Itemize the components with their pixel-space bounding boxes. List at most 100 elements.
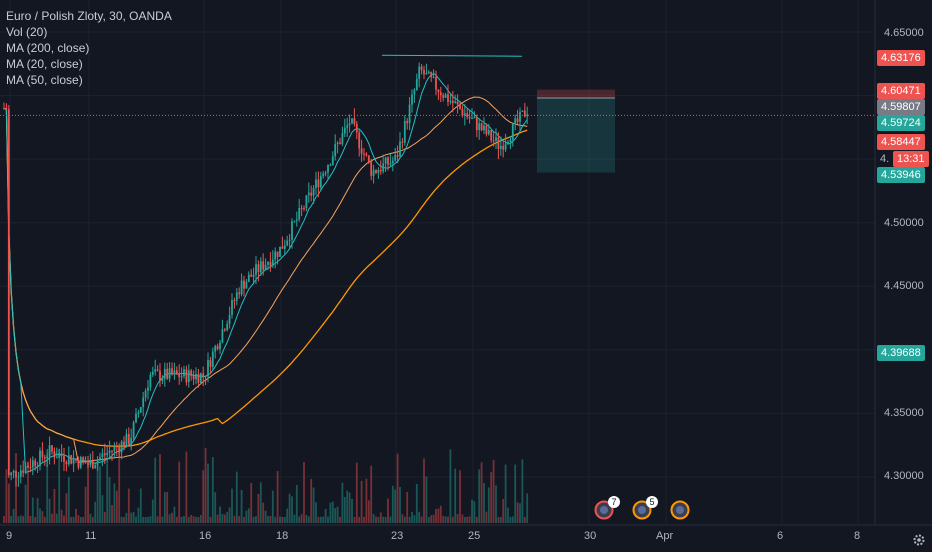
candle-body bbox=[235, 292, 238, 301]
volume-bar bbox=[317, 516, 320, 523]
candle-body bbox=[63, 456, 65, 462]
indicator-vol[interactable]: Vol (20) bbox=[6, 25, 48, 39]
volume-bar bbox=[84, 486, 87, 523]
volume-bar bbox=[519, 503, 521, 523]
ma20-line[interactable] bbox=[3, 73, 528, 474]
time-label: Apr bbox=[656, 530, 674, 542]
volume-bar bbox=[113, 483, 116, 523]
candle-body bbox=[183, 369, 185, 377]
volume-bar bbox=[454, 468, 457, 523]
volume-bar bbox=[175, 516, 178, 523]
indicator-ma20[interactable]: MA (20, close) bbox=[6, 57, 83, 71]
indicator-ma200[interactable]: MA (200, close) bbox=[6, 41, 90, 55]
ma200-line[interactable] bbox=[3, 107, 528, 447]
candle-body bbox=[324, 172, 327, 174]
volume-bar bbox=[27, 461, 29, 523]
volume-bar bbox=[63, 515, 65, 523]
candle-body bbox=[341, 133, 344, 144]
volume-bar bbox=[264, 510, 267, 523]
volume-bar bbox=[87, 460, 89, 523]
candle-body bbox=[118, 447, 121, 453]
volume-bar bbox=[271, 490, 274, 523]
candle-body bbox=[255, 264, 257, 275]
candle-body bbox=[271, 259, 274, 266]
candle-body bbox=[312, 187, 315, 196]
volume-bar bbox=[82, 516, 85, 523]
volume-bar bbox=[89, 513, 92, 523]
indicator-ma50[interactable]: MA (50, close) bbox=[6, 73, 83, 87]
candle-body bbox=[276, 251, 279, 257]
calendar-event-icon[interactable]: 7 bbox=[594, 496, 620, 520]
volume-bar bbox=[360, 480, 363, 523]
candle-body bbox=[226, 323, 229, 331]
candle-body bbox=[432, 77, 435, 79]
candle-body bbox=[178, 373, 181, 378]
candle-body bbox=[437, 89, 440, 93]
candle-body bbox=[288, 239, 291, 241]
candle-body bbox=[391, 160, 394, 164]
candle-body bbox=[91, 460, 94, 469]
volume-bar bbox=[43, 516, 46, 523]
candle-body bbox=[456, 101, 459, 105]
candle-body bbox=[163, 368, 166, 379]
volume-bar bbox=[358, 516, 361, 523]
take-profit-zone[interactable] bbox=[537, 98, 615, 173]
volume-bar bbox=[475, 516, 478, 523]
candle-body bbox=[5, 108, 8, 110]
candle-body bbox=[173, 370, 176, 375]
candle-body bbox=[399, 141, 401, 157]
candle-body bbox=[478, 123, 481, 131]
volume-bar bbox=[24, 484, 27, 523]
candle-body bbox=[468, 117, 471, 119]
calendar-event-icon[interactable]: 5 bbox=[632, 496, 658, 520]
candle-body bbox=[339, 142, 341, 144]
volume-bar bbox=[226, 512, 229, 523]
candle-body bbox=[10, 472, 13, 476]
volume-bar bbox=[250, 482, 253, 523]
candle-body bbox=[367, 155, 370, 162]
volume-bar bbox=[108, 477, 111, 523]
candle-body bbox=[228, 314, 231, 324]
candle-body bbox=[315, 179, 317, 188]
candle-body bbox=[406, 120, 409, 124]
time-label: 18 bbox=[276, 530, 289, 542]
volume-bar bbox=[163, 492, 166, 523]
price-tag-entry: 4.59807 bbox=[877, 99, 925, 115]
candle-body bbox=[425, 73, 428, 75]
candle-body bbox=[363, 153, 365, 155]
candle-body bbox=[202, 373, 205, 377]
candle-body bbox=[526, 114, 529, 117]
candle-body bbox=[197, 373, 200, 383]
volume-bar bbox=[442, 515, 445, 523]
ma50-line[interactable] bbox=[3, 96, 528, 464]
price-tick: 4.35000 bbox=[884, 407, 924, 419]
volume-bar bbox=[305, 514, 308, 523]
volume-bar bbox=[144, 516, 147, 523]
candle-body bbox=[84, 460, 87, 464]
volume-bar bbox=[99, 466, 101, 523]
symbol-title[interactable]: Euro / Polish Zloty, 30, OANDA bbox=[6, 9, 172, 23]
volume-bar bbox=[125, 512, 128, 523]
gear-icon[interactable] bbox=[912, 533, 926, 547]
volume-bar bbox=[331, 501, 334, 523]
volume-bar bbox=[490, 471, 493, 523]
candle-body bbox=[149, 374, 152, 388]
calendar-event-icon[interactable] bbox=[670, 500, 690, 520]
time-label: 11 bbox=[85, 530, 97, 542]
volume-bar bbox=[372, 513, 375, 523]
candle-body bbox=[257, 264, 260, 273]
resistance-trendline[interactable] bbox=[381, 54, 523, 57]
candle-body bbox=[502, 145, 505, 150]
candle-body bbox=[238, 292, 241, 295]
volume-bar bbox=[399, 486, 401, 523]
volume-bar bbox=[65, 493, 68, 523]
candle-body bbox=[343, 127, 346, 134]
volume-bar bbox=[367, 500, 370, 523]
price-tick: 4.45000 bbox=[884, 280, 924, 292]
volume-bar bbox=[5, 469, 8, 523]
candle-body bbox=[267, 262, 269, 265]
candle-body bbox=[449, 100, 452, 102]
volume-bar bbox=[281, 516, 284, 523]
stop-loss-zone[interactable] bbox=[537, 89, 615, 99]
